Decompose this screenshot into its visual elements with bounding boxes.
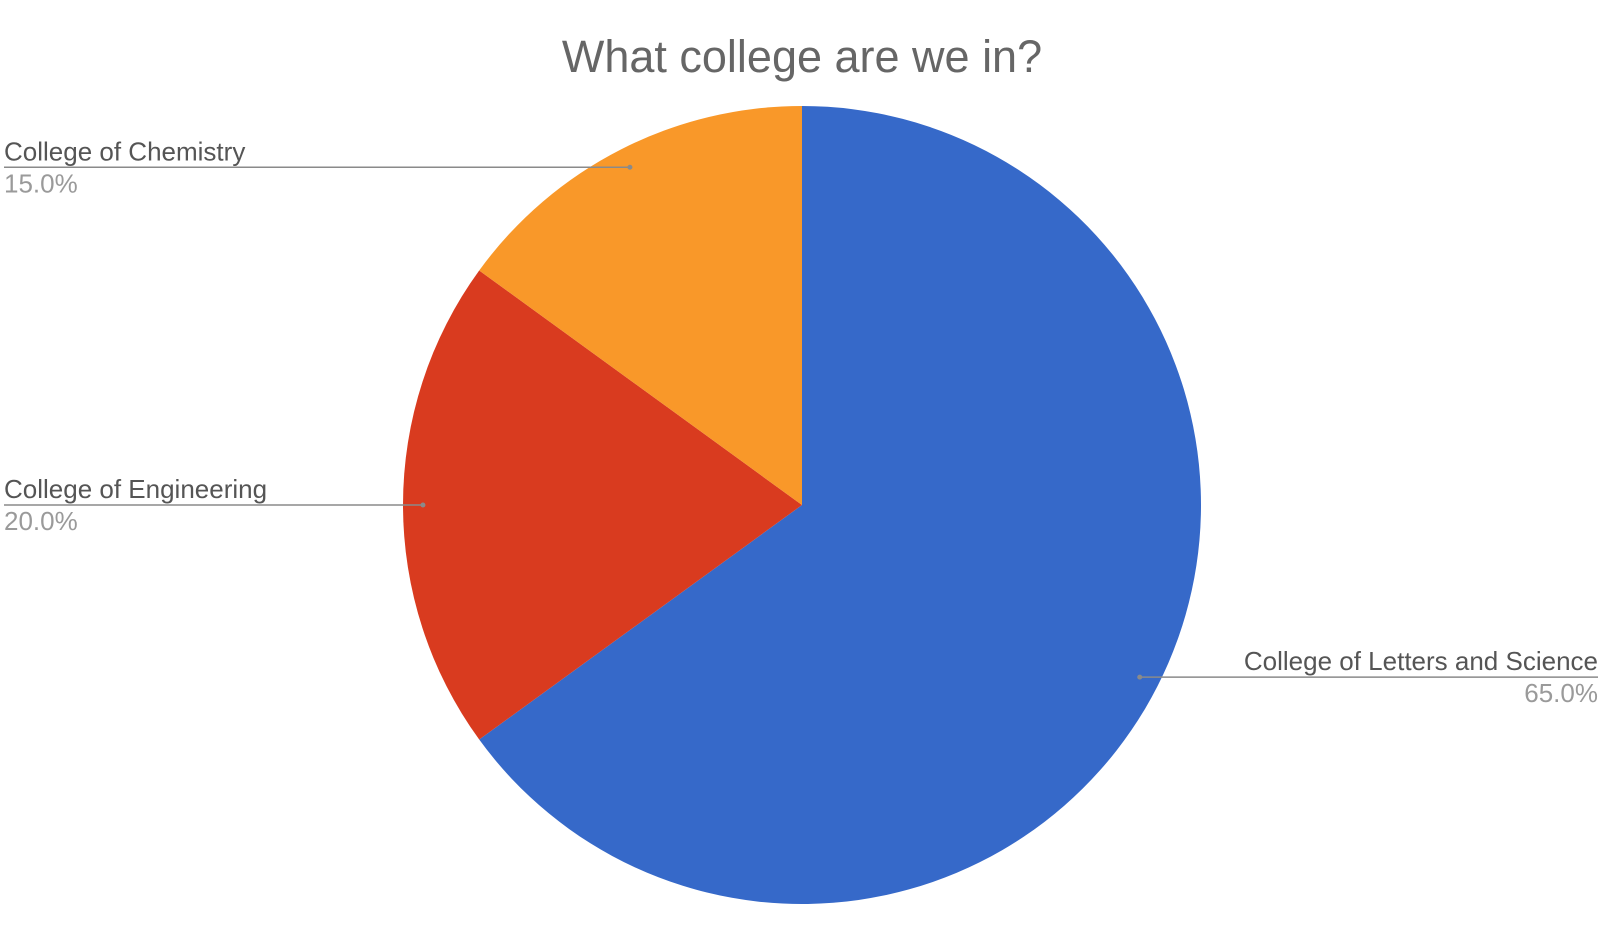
slice-label: College of Chemistry	[4, 136, 245, 166]
slice-label: College of Engineering	[4, 474, 267, 504]
pie-slice	[403, 270, 802, 740]
pie-slice	[479, 106, 802, 505]
leader-dot	[420, 502, 426, 508]
slice-value-label: 65.0%	[1524, 678, 1598, 708]
slice-value-label: 15.0%	[4, 168, 78, 198]
leader-dot	[627, 164, 633, 170]
chart-title: What college are we in?	[562, 31, 1042, 82]
pie-slice	[479, 106, 1201, 905]
leader-dot	[1137, 674, 1143, 680]
slice-label: College of Letters and Science	[1244, 646, 1598, 676]
slice-value-label: 20.0%	[4, 506, 78, 536]
